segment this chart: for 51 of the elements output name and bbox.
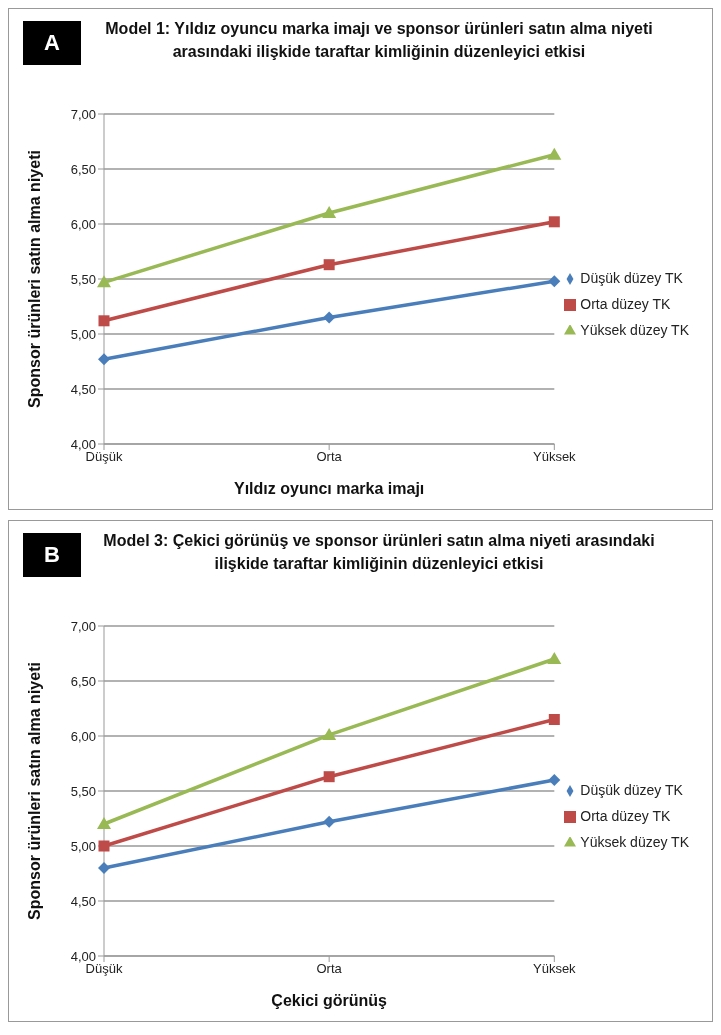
point	[97, 817, 111, 829]
point	[323, 771, 335, 783]
text: A	[23, 21, 81, 65]
y-tick-label: 5,50	[70, 783, 96, 799]
point	[548, 216, 560, 228]
y-tick-label: 5,50	[70, 271, 96, 287]
point	[548, 774, 561, 786]
chart-title: Model 3: Çekici görünüş ve sponsor ürünleri satın alma niyeti arasındaki ilişkide taraftar kimliğinin düzenleyici etkisi	[102, 531, 656, 574]
x-axis-title: Yıldız oyuncı marka imajı	[234, 480, 425, 497]
point	[322, 727, 337, 740]
y-tick-label: 4,50	[70, 893, 96, 909]
point	[98, 353, 110, 366]
point	[547, 652, 562, 664]
y-tick-label: 6,00	[70, 216, 96, 232]
x-tick-label: Orta	[316, 449, 343, 465]
point	[323, 311, 336, 324]
x-tick-label: Düşük	[85, 449, 123, 465]
x-tick-label: Yüksek	[532, 449, 577, 465]
point	[98, 315, 110, 327]
point	[323, 259, 335, 271]
legend-label: Düşük düzey TK	[580, 270, 683, 286]
y-axis-title: Sponsor ürünleri satın alma niyeti	[25, 150, 43, 408]
chart-title: Model 1: Yıldız oyuncu marka imajı ve sponsor ürünleri satın alma niyeti arasındaki ilişkide taraftar kimliğinin düzenleyici etkisi	[104, 19, 654, 62]
y-tick-label: 5,00	[70, 326, 96, 342]
y-tick-label: 4,50	[70, 381, 96, 397]
point	[97, 275, 111, 288]
y-tick-label: 7,00	[70, 106, 96, 122]
y-tick-label: 4,00	[70, 948, 96, 964]
x-tick-label: Düşük	[85, 961, 123, 977]
legend-label: Yüksek düzey TK	[580, 322, 689, 338]
x-tick-label: Orta	[316, 961, 343, 977]
y-tick-label: 4,00	[70, 436, 96, 452]
x-tick-label: Yüksek	[532, 961, 577, 977]
y-tick-label: 6,50	[70, 673, 96, 689]
y-axis-title: Sponsor ürünleri satın alma niyeti	[25, 662, 43, 920]
y-tick-label: 6,00	[70, 728, 96, 744]
y-tick-label: 5,00	[70, 838, 96, 854]
text: B	[23, 533, 81, 577]
y-tick-label: 6,50	[70, 161, 96, 177]
x-axis-title: Çekici görünüş	[271, 992, 388, 1009]
point	[323, 815, 336, 828]
point	[548, 714, 560, 725]
y-tick-label: 7,00	[70, 618, 96, 634]
legend-label: Orta düzey TK	[580, 296, 671, 312]
legend-label: Yüksek düzey TK	[580, 834, 689, 850]
point	[548, 275, 561, 288]
point	[322, 206, 337, 218]
legend-label: Düşük düzey TK	[580, 782, 683, 798]
point	[547, 147, 562, 160]
point	[98, 862, 110, 874]
legend-label: Orta düzey TK	[580, 808, 671, 824]
